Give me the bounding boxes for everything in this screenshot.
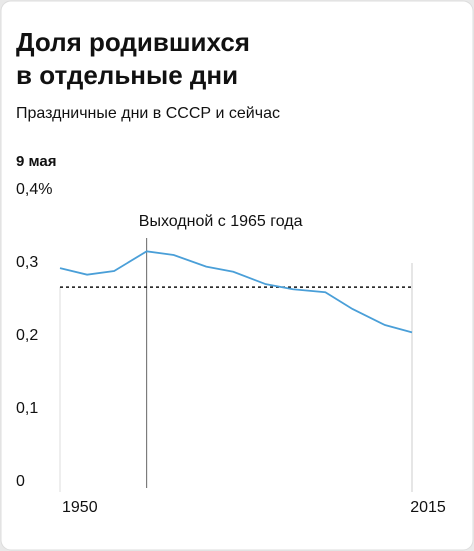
y-tick-label: 0 — [16, 473, 25, 490]
y-tick-label: 0,4% — [16, 181, 52, 198]
subtitle: Праздничные дни в СССР и сейчас — [16, 105, 280, 122]
panel-title: 9 мая — [16, 153, 57, 170]
line — [59, 250, 413, 334]
annotation: Выходной с 1965 года — [139, 213, 303, 230]
y-tick-label: 0,2 — [16, 327, 38, 344]
chart-title: в отдельные дни — [16, 60, 238, 90]
chart-title: Доля родившихся — [16, 27, 250, 57]
x-tick-label: 1950 — [62, 499, 98, 516]
y-tick-label: 0,1 — [16, 400, 38, 417]
y-tick-label: 0,3 — [16, 254, 38, 271]
x-tick-label: 2015 — [410, 499, 446, 516]
